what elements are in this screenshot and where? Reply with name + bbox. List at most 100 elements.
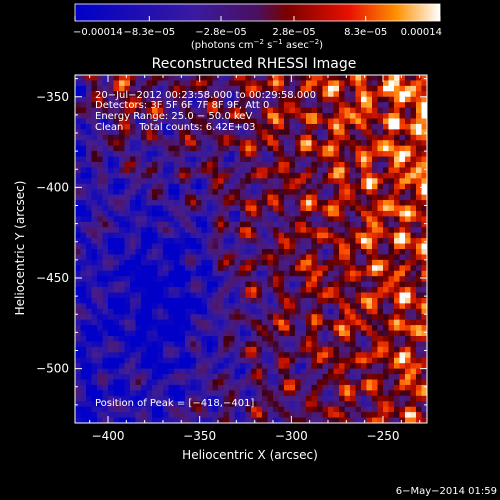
heatmap-pixel — [196, 216, 203, 223]
heatmap-pixel — [361, 123, 368, 130]
heatmap-pixel — [289, 406, 296, 413]
heatmap-pixel — [141, 189, 148, 196]
heatmap-pixel — [185, 292, 192, 299]
heatmap-pixel — [405, 417, 412, 423]
heatmap-pixel — [141, 232, 148, 239]
heatmap-pixel — [179, 200, 186, 207]
heatmap-pixel — [344, 270, 351, 277]
heatmap-pixel — [196, 254, 203, 261]
heatmap-pixel — [245, 330, 252, 337]
heatmap-pixel — [108, 259, 115, 266]
heatmap-pixel — [190, 243, 197, 250]
heatmap-pixel — [339, 303, 346, 310]
heatmap-pixel — [421, 96, 427, 103]
heatmap-pixel — [421, 145, 427, 152]
heatmap-pixel — [328, 374, 335, 381]
heatmap-pixel — [256, 319, 263, 326]
heatmap-pixel — [262, 151, 269, 158]
heatmap-pixel — [108, 227, 115, 234]
heatmap-pixel — [295, 357, 302, 364]
heatmap-pixel — [256, 156, 263, 163]
heatmap-pixel — [317, 129, 324, 136]
heatmap-pixel — [421, 151, 427, 158]
heatmap-pixel — [80, 412, 87, 419]
heatmap-pixel — [251, 314, 258, 321]
heatmap-pixel — [295, 276, 302, 283]
heatmap-pixel — [289, 167, 296, 174]
heatmap-pixel — [322, 303, 329, 310]
heatmap-pixel — [394, 265, 401, 272]
heatmap-pixel — [229, 336, 236, 343]
heatmap-pixel — [163, 140, 170, 147]
heatmap-pixel — [113, 200, 120, 207]
heatmap-pixel — [97, 325, 104, 332]
heatmap-pixel — [366, 384, 373, 391]
heatmap-pixel — [361, 357, 368, 364]
heatmap-pixel — [421, 85, 427, 92]
heatmap-pixel — [355, 227, 362, 234]
heatmap-pixel — [300, 113, 307, 120]
heatmap-pixel — [240, 216, 247, 223]
heatmap-pixel — [240, 363, 247, 370]
heatmap-pixel — [185, 297, 192, 304]
heatmap-pixel — [163, 292, 170, 299]
heatmap-pixel — [174, 287, 181, 294]
heatmap-pixel — [75, 259, 82, 266]
heatmap-pixel — [416, 281, 423, 288]
heatmap-pixel — [317, 341, 324, 348]
heatmap-pixel — [80, 281, 87, 288]
heatmap-pixel — [168, 281, 175, 288]
heatmap-pixel — [218, 390, 225, 397]
heatmap-pixel — [102, 319, 109, 326]
heatmap-pixel — [152, 85, 159, 92]
heatmap-pixel — [119, 417, 126, 423]
heatmap-pixel — [350, 368, 357, 375]
heatmap-pixel — [306, 232, 313, 239]
heatmap-pixel — [405, 412, 412, 419]
heatmap-pixel — [91, 118, 98, 125]
heatmap-pixel — [152, 341, 159, 348]
heatmap-pixel — [366, 352, 373, 359]
heatmap-pixel — [317, 80, 324, 87]
heatmap-pixel — [416, 134, 423, 141]
heatmap-pixel — [377, 183, 384, 190]
heatmap-pixel — [256, 308, 263, 315]
heatmap-pixel — [372, 259, 379, 266]
heatmap-pixel — [267, 384, 274, 391]
heatmap-pixel — [163, 352, 170, 359]
heatmap-pixel — [130, 325, 137, 332]
heatmap-pixel — [311, 330, 318, 337]
heatmap-pixel — [306, 75, 313, 82]
heatmap-pixel — [113, 91, 120, 98]
heatmap-pixel — [146, 292, 153, 299]
heatmap-pixel — [339, 390, 346, 397]
heatmap-pixel — [311, 406, 318, 413]
heatmap-pixel — [284, 401, 291, 408]
heatmap-pixel — [218, 96, 225, 103]
heatmap-pixel — [157, 259, 164, 266]
heatmap-pixel — [350, 287, 357, 294]
heatmap-pixel — [306, 189, 313, 196]
heatmap-pixel — [295, 341, 302, 348]
heatmap-pixel — [256, 183, 263, 190]
heatmap-pixel — [372, 140, 379, 147]
heatmap-cells — [75, 75, 427, 423]
heatmap-pixel — [289, 417, 296, 423]
heatmap-pixel — [240, 91, 247, 98]
heatmap-pixel — [152, 232, 159, 239]
heatmap-pixel — [377, 238, 384, 245]
heatmap-pixel — [212, 183, 219, 190]
heatmap-pixel — [86, 145, 93, 152]
heatmap-pixel — [130, 85, 137, 92]
heatmap-pixel — [317, 183, 324, 190]
colorbar-tick-label: 2.8e−05 — [272, 27, 315, 38]
heatmap-pixel — [119, 363, 126, 370]
heatmap-pixel — [328, 314, 335, 321]
heatmap-pixel — [317, 330, 324, 337]
heatmap-pixel — [306, 238, 313, 245]
heatmap-pixel — [113, 75, 120, 82]
heatmap-pixel — [416, 319, 423, 326]
heatmap-pixel — [333, 216, 340, 223]
heatmap-pixel — [262, 200, 269, 207]
heatmap-pixel — [185, 134, 192, 141]
